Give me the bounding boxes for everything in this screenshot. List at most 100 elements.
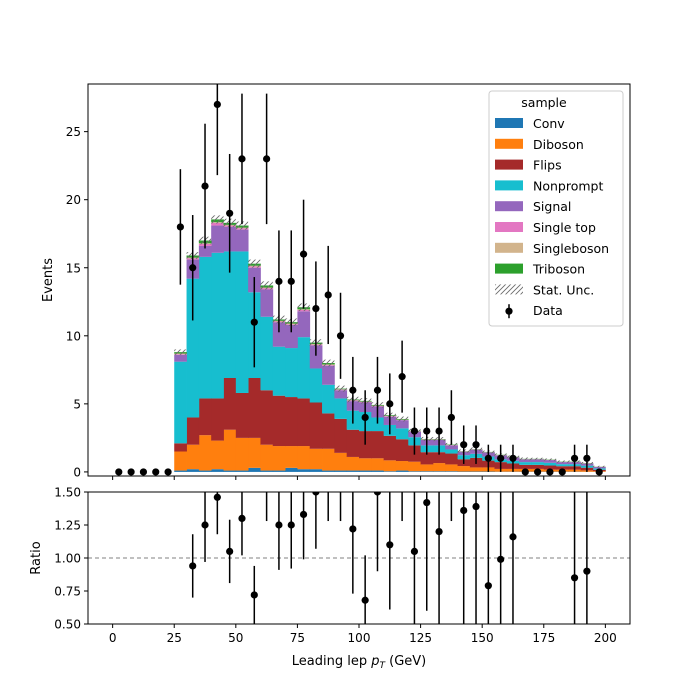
bar-segment	[223, 429, 237, 471]
bar-segment	[334, 418, 348, 453]
data-point	[534, 468, 542, 476]
bar-segment	[198, 398, 212, 436]
ratio-marker	[410, 547, 419, 556]
bar-segment	[420, 452, 434, 465]
ratio-point	[435, 492, 443, 624]
bar-segment	[309, 345, 323, 369]
data-points	[115, 84, 603, 476]
x-axis-label-unit: (GeV)	[385, 654, 426, 669]
unc-band-segment	[260, 281, 273, 290]
bar-segment	[371, 470, 385, 472]
data-marker	[127, 468, 135, 476]
legend-label: Data	[533, 303, 563, 318]
unc-band-segment	[322, 359, 335, 367]
bar-segment	[346, 456, 360, 471]
bar-segment	[198, 256, 212, 399]
ratio-y-tick-label: 0.75	[54, 585, 81, 599]
bar-segment	[186, 444, 200, 470]
data-marker	[201, 182, 209, 190]
legend-entry-unc: Stat. Unc.	[495, 282, 594, 297]
data-marker	[299, 250, 308, 258]
ratio-marker	[423, 498, 431, 507]
data-point	[250, 277, 258, 368]
ratio-y-tick-label: 0.50	[54, 618, 81, 632]
bar-segment	[519, 464, 532, 469]
bar-segment	[285, 446, 298, 468]
ratio-point	[250, 565, 258, 624]
data-marker	[595, 468, 603, 476]
legend-label: Conv	[533, 116, 565, 131]
bar-segment	[346, 470, 360, 472]
data-marker	[263, 155, 271, 163]
ratio-marker	[361, 596, 369, 604]
y-axis-label: Events	[41, 258, 56, 302]
legend-swatch-hatch	[495, 284, 523, 295]
ratio-axes-frame	[87, 491, 631, 625]
bar-segment	[383, 435, 397, 461]
data-marker	[373, 386, 382, 394]
legend-swatch	[495, 263, 523, 274]
legend-entry: Diboson	[495, 137, 584, 152]
ratio-point	[497, 492, 505, 624]
data-marker	[336, 332, 345, 340]
data-marker	[324, 291, 332, 299]
bar-segment	[297, 311, 311, 338]
bar-segment	[248, 467, 261, 472]
data-point	[398, 340, 406, 413]
bar-segment	[395, 420, 409, 429]
ratio-y-tick-label: 1.25	[54, 519, 81, 533]
bar-segment	[174, 354, 187, 362]
ratio-marker	[435, 528, 443, 536]
legend-entry: Flips	[495, 158, 562, 173]
bar-segment	[211, 252, 224, 399]
data-point	[189, 215, 197, 321]
data-point	[152, 468, 160, 476]
bar-segment	[556, 464, 569, 467]
legend-entry: Singleboson	[495, 241, 609, 256]
data-marker	[152, 468, 160, 476]
legend-entry: Conv	[495, 116, 565, 131]
ratio-point	[213, 492, 221, 535]
ratio-point	[570, 492, 579, 624]
data-point	[201, 123, 209, 249]
x-tick-label: 125	[409, 631, 432, 645]
bar-segment	[322, 365, 335, 385]
ratio-marker	[299, 510, 308, 519]
bar-segment	[334, 470, 348, 472]
ratio-point	[484, 492, 492, 624]
x-tick-label: 200	[594, 631, 617, 645]
unc-band-segment	[593, 465, 606, 468]
unc-band-segment	[395, 416, 409, 422]
bar-segment	[272, 446, 286, 471]
bar-segment	[211, 222, 224, 226]
ratio-marker	[373, 492, 382, 496]
bar-segment	[556, 466, 569, 470]
bar-segment	[371, 458, 385, 471]
bar-segment	[395, 470, 409, 472]
ratio-point	[361, 555, 369, 624]
data-marker	[460, 441, 468, 449]
data-marker	[275, 277, 283, 285]
ratio-point	[287, 492, 295, 569]
bar-segment	[260, 289, 274, 317]
data-point	[226, 153, 234, 273]
bar-segment	[432, 452, 446, 464]
data-point	[336, 292, 345, 379]
bar-segment	[174, 443, 187, 452]
ratio-marker	[275, 521, 283, 529]
bar-segment	[322, 413, 335, 449]
bar-segment	[383, 460, 397, 472]
data-marker	[176, 223, 184, 231]
x-tick-label: 0	[109, 631, 117, 645]
ratio-y-tick-label: 1.50	[54, 486, 81, 500]
data-point	[570, 444, 579, 472]
bar-segment	[235, 251, 249, 393]
data-point	[423, 407, 431, 455]
data-marker	[226, 209, 234, 217]
bar-segment	[531, 459, 545, 463]
ratio-point	[583, 492, 591, 624]
bar-segment	[334, 390, 348, 399]
data-point	[509, 444, 517, 472]
data-point	[127, 468, 135, 476]
